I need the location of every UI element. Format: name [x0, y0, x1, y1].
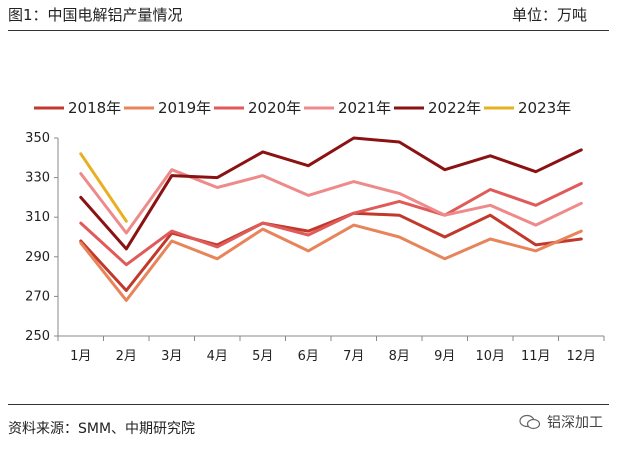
watermark-text: 铝深加工 — [547, 415, 603, 431]
x-tick-label: 9月 — [434, 349, 455, 364]
top-rule — [8, 30, 609, 31]
x-tick-label: 1月 — [70, 349, 91, 364]
source-note: 资料来源：SMM、中期研究院 — [8, 421, 196, 437]
series-line-2021年 — [79, 168, 583, 235]
legend: 2018年 2019年 2020年 2021年 2022年 2023年 — [34, 99, 571, 117]
legend-label: 2023年 — [518, 99, 571, 117]
x-tick-label: 8月 — [389, 349, 410, 364]
series-line-2023年 — [79, 152, 128, 223]
series-lines — [79, 136, 583, 302]
x-tick-label: 10月 — [475, 349, 505, 364]
series-line-2019年 — [79, 223, 583, 302]
x-tick-label: 3月 — [161, 349, 182, 364]
y-tick-label: 350 — [25, 131, 50, 146]
x-tick-label: 11月 — [521, 349, 551, 364]
x-tick-label: 7月 — [343, 349, 364, 364]
x-tick-label: 2月 — [116, 349, 137, 364]
x-tick-label: 5月 — [252, 349, 273, 364]
x-tick-label: 4月 — [207, 349, 228, 364]
bottom-rule — [8, 404, 609, 405]
x-tick-label: 12月 — [566, 349, 596, 364]
y-tick-label: 270 — [25, 289, 50, 304]
x-tick-label: 6月 — [298, 349, 319, 364]
y-tick-label: 330 — [25, 171, 50, 186]
legend-label: 2022年 — [428, 99, 481, 117]
series-line-2018年 — [79, 211, 583, 292]
unit-label: 单位：万吨 — [511, 6, 587, 24]
wechat-icon — [519, 414, 541, 430]
y-tick-label: 290 — [25, 250, 50, 265]
legend-label: 2020年 — [248, 99, 301, 117]
legend-label: 2021年 — [338, 99, 391, 117]
watermark: 铝深加工 — [519, 412, 603, 432]
legend-label: 2018年 — [68, 99, 121, 117]
axes: 250 270 290 310 330 350 1月 2月 3月 4月 5月 6月 7月 8月 9月 10月 1… — [25, 131, 605, 364]
series-line-2022年 — [79, 136, 583, 251]
chart-title: 图1：中国电解铝产量情况 — [8, 6, 183, 24]
legend-label: 2019年 — [158, 99, 211, 117]
series-line-2020年 — [79, 182, 583, 267]
y-tick-label: 310 — [25, 210, 50, 225]
y-tick-label: 250 — [25, 329, 50, 344]
